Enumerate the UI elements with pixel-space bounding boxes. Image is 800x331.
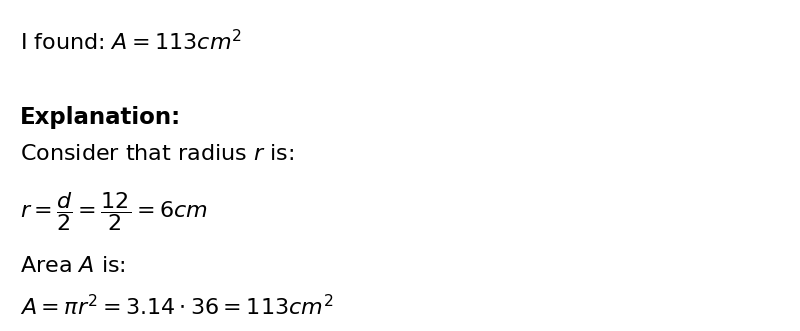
Text: Consider that radius $r$ is:: Consider that radius $r$ is: [20, 144, 294, 164]
Text: Explanation:: Explanation: [20, 106, 181, 129]
Text: $A = \pi r^2 = 3.14 \cdot 36 = 113cm^2$: $A = \pi r^2 = 3.14 \cdot 36 = 113cm^2$ [20, 294, 334, 319]
Text: I found: $A = 113cm^2$: I found: $A = 113cm^2$ [20, 29, 242, 54]
Text: $r = \dfrac{d}{2} = \dfrac{12}{2} = 6cm$: $r = \dfrac{d}{2} = \dfrac{12}{2} = 6cm$ [20, 190, 208, 233]
Text: Area $A$ is:: Area $A$ is: [20, 257, 126, 276]
